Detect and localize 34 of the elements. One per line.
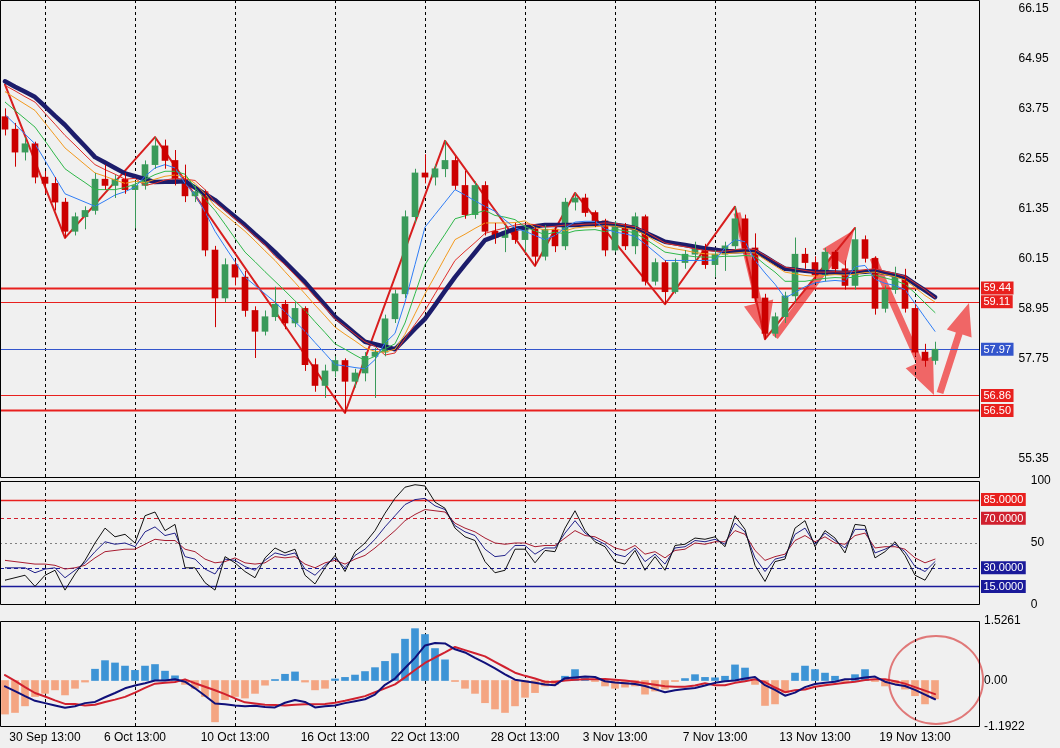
ref-line-label: 70.0000 <box>983 511 1024 524</box>
ref-line-label: 15.0000 <box>983 579 1024 592</box>
y-tick-label: 62.55 <box>1018 150 1049 165</box>
x-tick-label: 30 Sep 13:00 <box>9 729 82 744</box>
y-tick-label: 0.00 <box>984 672 1008 687</box>
x-tick-label: 10 Oct 13:00 <box>200 729 270 744</box>
ref-line-label: 30.0000 <box>983 561 1024 574</box>
x-tick-label: 3 Nov 13:00 <box>582 729 648 744</box>
y-tick-label: 0 <box>1030 597 1038 612</box>
x-tick-label: 6 Oct 13:00 <box>103 729 167 744</box>
y-tick-label: 64.95 <box>1018 50 1049 65</box>
ref-line-label: 59.11 <box>983 295 1011 308</box>
y-tick-label: 100 <box>1030 473 1052 488</box>
x-tick-label: 22 Oct 13:00 <box>390 729 460 744</box>
x-tick-label: 13 Nov 13:00 <box>779 729 852 744</box>
y-tick-label: 60.15 <box>1018 250 1049 265</box>
y-tick-label: 1.5261 <box>984 613 1022 628</box>
x-tick-label: 28 Oct 13:00 <box>490 729 560 744</box>
ref-line-label: 85.0000 <box>983 493 1024 506</box>
y-tick-label: 57.75 <box>1018 350 1049 365</box>
ref-line-label: 59.44 <box>983 281 1012 294</box>
y-tick-label: 55.35 <box>1018 450 1049 465</box>
y-tick-label: 63.75 <box>1018 100 1049 115</box>
ref-line-label: 56.86 <box>983 389 1012 402</box>
y-tick-label: 50 <box>1030 535 1045 550</box>
ref-line-label: 56.50 <box>983 404 1012 417</box>
ref-line-label: 57.97 <box>983 342 1012 355</box>
x-tick-label: 19 Nov 13:00 <box>879 729 952 744</box>
x-tick-label: 16 Oct 13:00 <box>300 729 370 744</box>
x-tick-label: 7 Nov 13:00 <box>682 729 748 744</box>
y-tick-label: 58.95 <box>1018 300 1049 315</box>
y-tick-label: 66.15 <box>1018 0 1049 15</box>
y-tick-label: -1.1922 <box>984 719 1026 734</box>
y-tick-label: 61.35 <box>1018 200 1049 215</box>
